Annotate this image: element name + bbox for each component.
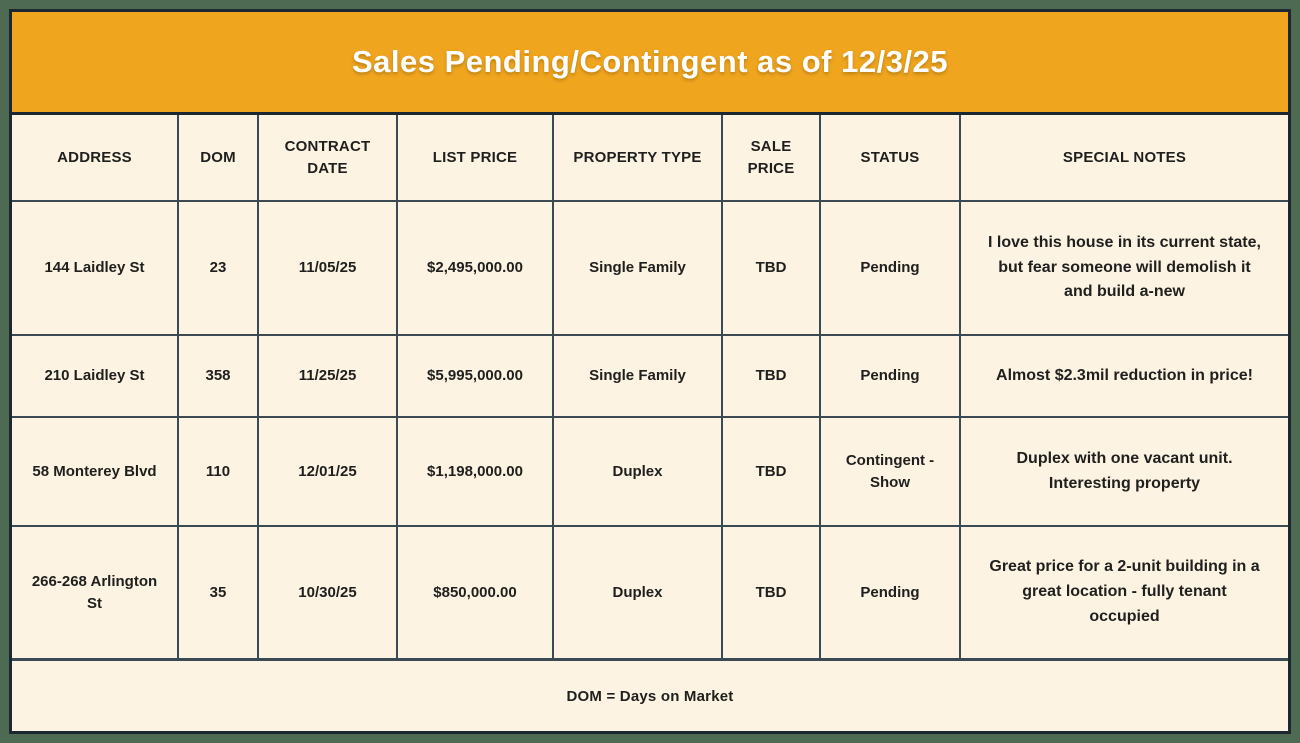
cell-status: Contingent - Show (821, 418, 961, 527)
cell-list-price: $5,995,000.00 (398, 336, 554, 418)
col-header-dom: DOM (179, 115, 259, 202)
cell-sale-price: TBD (723, 418, 821, 527)
cell-sale-price: TBD (723, 336, 821, 418)
cell-dom: 35 (179, 527, 259, 661)
cell-address: 58 Monterey Blvd (12, 418, 179, 527)
cell-list-price: $2,495,000.00 (398, 202, 554, 336)
col-header-property-type: PROPERTY TYPE (554, 115, 723, 202)
cell-property-type: Single Family (554, 336, 723, 418)
cell-dom: 358 (179, 336, 259, 418)
cell-address: 266-268 Arlington St (12, 527, 179, 661)
cell-contract-date: 12/01/25 (259, 418, 398, 527)
cell-property-type: Duplex (554, 527, 723, 661)
cell-property-type: Single Family (554, 202, 723, 336)
cell-property-type: Duplex (554, 418, 723, 527)
cell-status: Pending (821, 527, 961, 661)
col-header-address: ADDRESS (12, 115, 179, 202)
col-header-contract-date: CONTRACT DATE (259, 115, 398, 202)
cell-special-notes: I love this house in its current state, … (961, 202, 1288, 336)
cell-status: Pending (821, 202, 961, 336)
cell-contract-date: 11/25/25 (259, 336, 398, 418)
col-header-special-notes: SPECIAL NOTES (961, 115, 1288, 202)
cell-dom: 110 (179, 418, 259, 527)
col-header-sale-price: SALE PRICE (723, 115, 821, 202)
report-card: Sales Pending/Contingent as of 12/3/25 A… (9, 9, 1291, 734)
cell-sale-price: TBD (723, 202, 821, 336)
cell-special-notes: Almost $2.3mil reduction in price! (961, 336, 1288, 418)
legend-note: DOM = Days on Market (566, 687, 734, 705)
cell-contract-date: 11/05/25 (259, 202, 398, 336)
cell-special-notes: Great price for a 2-unit building in a g… (961, 527, 1288, 661)
cell-list-price: $850,000.00 (398, 527, 554, 661)
cell-list-price: $1,198,000.00 (398, 418, 554, 527)
title-banner: Sales Pending/Contingent as of 12/3/25 (12, 12, 1288, 115)
cell-status: Pending (821, 336, 961, 418)
cell-sale-price: TBD (723, 527, 821, 661)
cell-dom: 23 (179, 202, 259, 336)
col-header-status: STATUS (821, 115, 961, 202)
cell-address: 144 Laidley St (12, 202, 179, 336)
cell-special-notes: Duplex with one vacant unit. Interesting… (961, 418, 1288, 527)
cell-contract-date: 10/30/25 (259, 527, 398, 661)
sales-table: ADDRESS DOM CONTRACT DATE LIST PRICE PRO… (12, 115, 1288, 661)
col-header-list-price: LIST PRICE (398, 115, 554, 202)
page-title: Sales Pending/Contingent as of 12/3/25 (351, 44, 949, 79)
cell-address: 210 Laidley St (12, 336, 179, 418)
